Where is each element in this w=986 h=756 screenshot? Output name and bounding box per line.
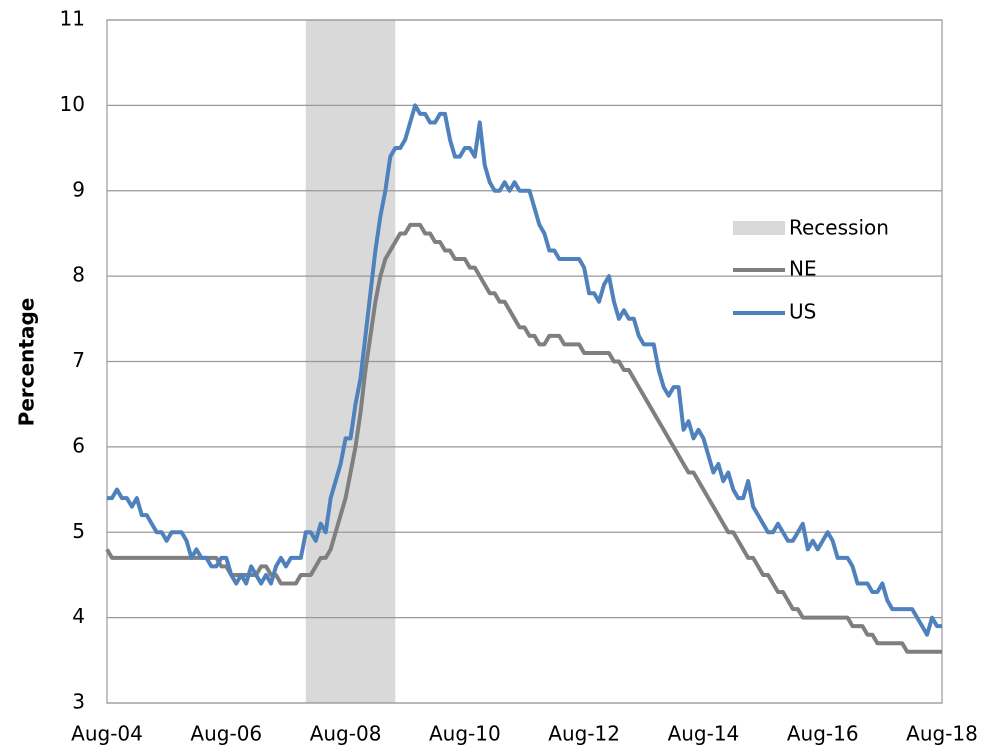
x-tick-label: Aug-08 [310,722,382,746]
y-tick-label: 9 [72,177,85,201]
legend-label: NE [789,257,817,281]
y-tick-label: 6 [72,433,85,457]
y-tick-label: 11 [60,7,85,31]
y-tick-label: 5 [72,519,85,543]
x-tick-label: Aug-06 [190,722,262,746]
y-tick-label: 4 [72,604,85,628]
legend-label: US [789,300,816,324]
legend-label: Recession [789,216,889,240]
x-tick-label: Aug-18 [906,722,978,746]
x-tick-label: Aug-04 [71,722,143,746]
line-0 [105,222,942,654]
line-1 [107,103,942,637]
y-tick-label: 3 [72,690,85,714]
y-tick-label: 7 [72,348,85,372]
x-tick-label: Aug-16 [787,722,859,746]
legend-swatch [733,221,785,235]
y-axis-title: Percentage [15,298,39,427]
x-tick-label: Aug-10 [429,722,501,746]
x-tick-label: Aug-12 [548,722,620,746]
plot-frame [106,19,943,704]
y-tick-label: 8 [72,263,85,287]
y-tick-label: 10 [60,92,85,116]
x-tick-label: Aug-14 [668,722,740,746]
